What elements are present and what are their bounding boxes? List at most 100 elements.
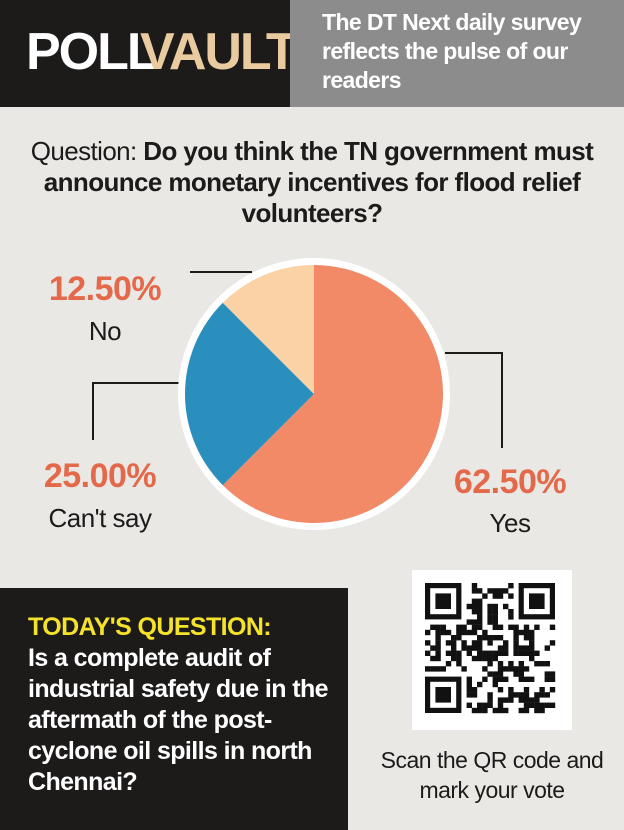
qr-module	[492, 671, 498, 677]
qr-module	[471, 619, 478, 625]
qr-module	[492, 650, 498, 656]
qr-module	[529, 650, 535, 656]
qr-module	[497, 593, 504, 599]
qr-module	[518, 676, 524, 682]
qr-module	[534, 624, 540, 630]
qr-module	[534, 702, 540, 708]
qr-module	[549, 702, 556, 708]
qr-module	[425, 666, 431, 672]
qr-module	[513, 692, 519, 698]
qr-module	[482, 593, 488, 599]
qr-module	[534, 661, 540, 667]
qr-module	[461, 629, 467, 636]
qr-module	[487, 692, 493, 698]
header-brand-box: POLL VAULT	[0, 0, 298, 107]
qr-module	[461, 624, 467, 630]
qr-module	[482, 707, 488, 714]
qr-module	[497, 624, 504, 630]
qr-module	[518, 645, 524, 651]
qr-module	[539, 661, 545, 667]
qr-module	[549, 687, 556, 693]
qr-module	[487, 702, 493, 708]
qr-module	[471, 707, 478, 714]
qr-module	[492, 603, 498, 610]
qr-module	[487, 619, 493, 625]
qr-module	[487, 588, 493, 594]
qr-module	[487, 640, 493, 646]
qr-module	[466, 681, 472, 688]
pie-slice	[184, 302, 314, 486]
qr-module	[529, 697, 535, 703]
qr-module	[451, 640, 457, 646]
value-label: 62.50%	[454, 463, 567, 501]
leader-line	[445, 352, 503, 448]
qr-module	[471, 629, 478, 636]
qr-module	[513, 671, 519, 677]
qr-module	[435, 650, 441, 656]
category-label: Can't say	[48, 503, 152, 533]
qr-module	[451, 645, 457, 651]
qr-module	[456, 655, 462, 662]
qr-module	[497, 687, 504, 693]
qr-module	[503, 666, 509, 672]
qr-module	[477, 650, 483, 656]
qr-module	[430, 655, 436, 662]
qr-module	[549, 671, 556, 677]
qr-module	[451, 635, 457, 641]
todays-question-text: Is a complete audit of industrial safety…	[28, 644, 329, 796]
qr-module	[523, 666, 530, 672]
qr-module	[497, 707, 504, 714]
qr-module	[466, 676, 472, 682]
qr-module	[471, 655, 478, 662]
qr-module	[518, 629, 524, 636]
qr-module	[456, 661, 462, 667]
todays-question: TODAY'S QUESTION: Is a complete audit of…	[28, 612, 348, 798]
qr-module	[471, 588, 478, 594]
qr-module	[487, 697, 493, 703]
qr-module	[477, 609, 483, 615]
qr-module	[492, 707, 498, 714]
qr-module	[466, 702, 472, 708]
qr-module	[440, 629, 446, 636]
qr-module	[549, 640, 556, 646]
qr-module	[513, 629, 519, 636]
qr-module	[518, 697, 524, 703]
qr-module	[445, 629, 452, 636]
qr-module	[461, 666, 467, 672]
qr-module	[430, 645, 436, 651]
qr-module	[435, 635, 441, 641]
qr-module	[523, 635, 530, 641]
qr-module	[508, 609, 514, 615]
qr-module	[466, 692, 472, 698]
qr-module	[430, 666, 436, 672]
qr-module	[477, 603, 483, 610]
qr-module	[477, 702, 483, 708]
qr-module	[445, 661, 452, 667]
qr-module	[471, 624, 478, 630]
qr-module	[482, 655, 488, 662]
qr-module	[492, 635, 498, 641]
qr-module	[518, 666, 524, 672]
qr-module	[523, 650, 530, 656]
qr-module	[518, 692, 524, 698]
qr-module	[471, 640, 478, 646]
qr-module	[549, 624, 556, 630]
qr-module	[503, 588, 509, 594]
qr-module	[529, 640, 535, 646]
qr-module	[487, 661, 493, 667]
qr-module	[544, 702, 550, 708]
qr-module	[544, 661, 550, 667]
qr-module	[544, 671, 550, 677]
qr-module	[482, 635, 488, 641]
qr-module	[477, 598, 483, 604]
qr-module	[497, 671, 504, 677]
qr-module	[435, 640, 441, 646]
qr-module	[456, 624, 462, 630]
qr-module	[523, 707, 530, 714]
qr-module	[523, 624, 530, 630]
qr-module	[529, 629, 535, 636]
qr-module	[529, 655, 535, 662]
qr-module	[534, 692, 540, 698]
qr-module	[487, 650, 493, 656]
